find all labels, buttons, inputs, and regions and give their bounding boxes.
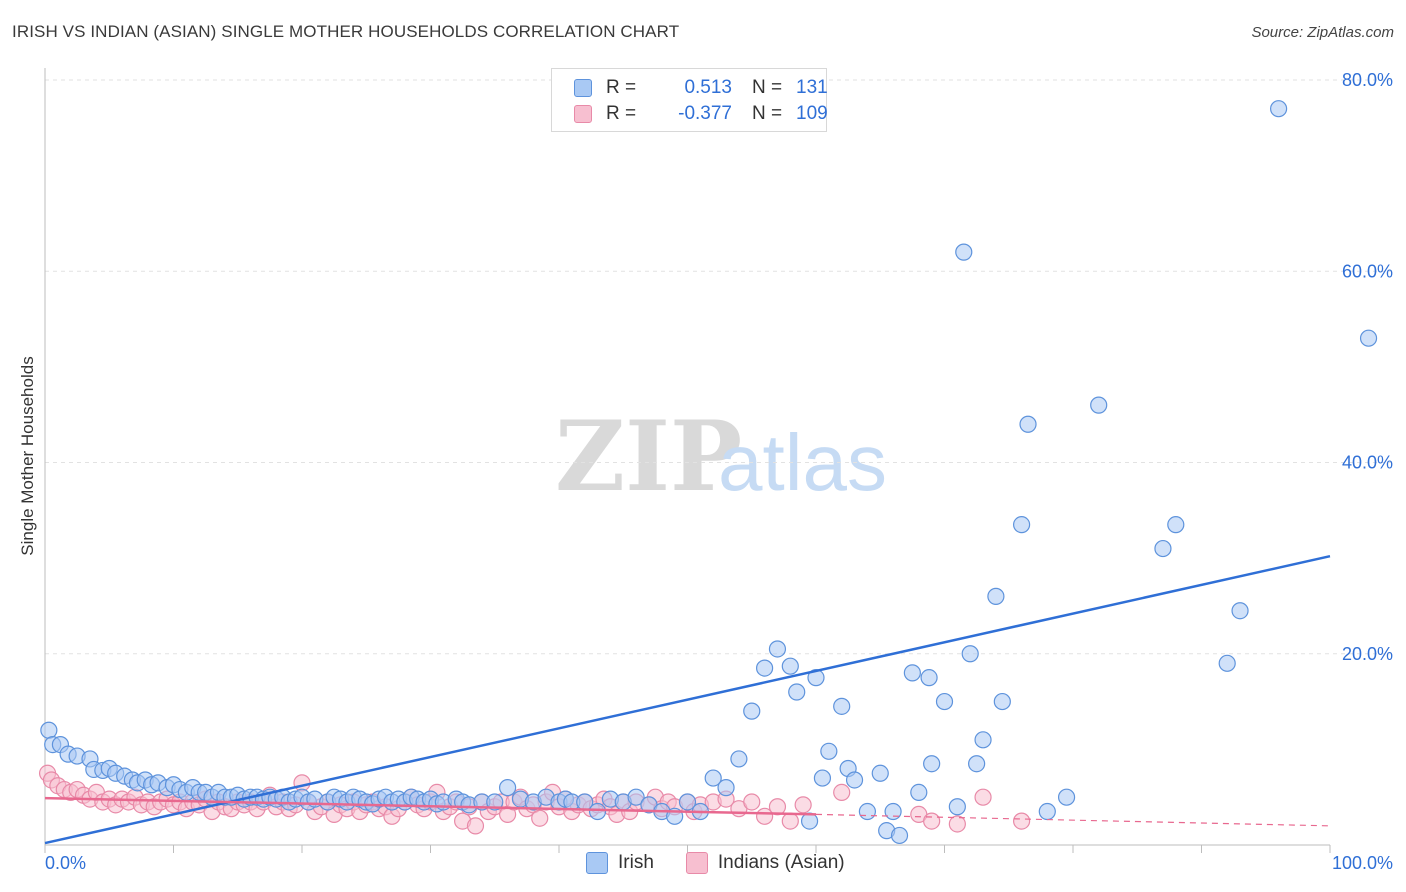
point-irish: [974, 731, 992, 749]
watermark-atlas: atlas: [718, 418, 887, 507]
point-irish: [948, 798, 966, 816]
point-irish: [1038, 802, 1056, 821]
point-irish: [627, 788, 645, 806]
legend-n-value-irish: 131: [796, 77, 828, 98]
point-irish: [499, 779, 517, 797]
point-irish: [987, 587, 1005, 605]
y-axis-label: Single Mother Households: [18, 356, 37, 556]
point-irish: [1218, 654, 1236, 672]
series-legend-indian[interactable]: Indians (Asian): [685, 852, 845, 874]
y-tick-label: 80.0%: [1342, 70, 1393, 90]
point-irish: [903, 664, 921, 682]
point-irish: [678, 793, 697, 811]
point-irish: [968, 755, 986, 773]
point-irish: [1012, 516, 1031, 534]
trendline-indian-extension: [815, 813, 1331, 827]
point-irish: [920, 669, 938, 687]
point-irish: [807, 669, 825, 687]
point-indian: [293, 774, 311, 792]
point-irish: [890, 826, 909, 845]
x-tick-label: 0.0%: [45, 853, 86, 873]
point-indian: [794, 796, 812, 814]
legend-n-value-indian: 109: [796, 103, 828, 124]
point-irish: [730, 750, 748, 768]
point-indian: [974, 788, 992, 806]
trendline-irish: [44, 554, 1331, 845]
point-irish: [1090, 396, 1108, 414]
point-irish: [768, 640, 787, 658]
series-legend-irish[interactable]: Irish: [586, 852, 654, 874]
point-irish: [910, 783, 928, 802]
point-indian: [948, 815, 966, 833]
trendline-indian: [44, 796, 817, 816]
point-irish: [781, 657, 799, 675]
legend-r-label: R =: [606, 77, 637, 98]
point-irish: [1057, 788, 1076, 806]
point-indian: [743, 793, 761, 811]
legend-swatch-indian: [574, 105, 592, 123]
point-irish: [717, 779, 735, 797]
point-indian: [923, 812, 941, 830]
legend-n-label: N =: [752, 77, 783, 98]
series-swatch-indian: [685, 852, 708, 874]
point-irish: [755, 659, 774, 677]
point-irish: [704, 769, 722, 787]
watermark-zip: ZIP: [555, 400, 742, 513]
point-irish: [858, 802, 877, 821]
chart-title: IRISH VS INDIAN (ASIAN) SINGLE MOTHER HO…: [12, 22, 680, 41]
point-irish: [1154, 539, 1172, 558]
point-irish: [955, 243, 973, 261]
series-label-indian: Indians (Asian): [717, 852, 845, 873]
series-swatch-irish: [586, 852, 608, 874]
legend-r-label: R =: [606, 103, 637, 124]
point-irish: [788, 683, 806, 701]
point-indian: [781, 812, 799, 830]
point-irish: [486, 793, 504, 811]
legend-swatch-irish: [574, 79, 592, 97]
point-indian: [833, 783, 851, 802]
point-irish: [1269, 100, 1288, 118]
y-tick-label: 20.0%: [1342, 644, 1393, 664]
point-irish: [993, 692, 1011, 711]
point-irish: [813, 769, 832, 787]
point-irish: [923, 755, 941, 773]
point-irish: [935, 692, 954, 711]
point-irish: [845, 771, 864, 789]
point-irish: [1231, 602, 1249, 620]
point-indian: [466, 817, 485, 835]
point-irish: [40, 721, 58, 739]
series-irish-points: [40, 100, 1378, 845]
legend-r-value-indian: -0.377: [678, 103, 732, 124]
legend-r-value-irish: 0.513: [684, 77, 732, 98]
point-irish: [961, 645, 979, 663]
legend-row-indian: R = -0.377 N = 109: [574, 102, 828, 126]
point-indian: [1012, 812, 1031, 830]
legend-n-label: N =: [752, 103, 783, 124]
point-indian: [531, 809, 549, 827]
series-legend: Irish Indians (Asian): [586, 852, 877, 874]
point-irish: [871, 764, 889, 782]
series-label-irish: Irish: [618, 852, 654, 873]
y-tick-label: 40.0%: [1342, 453, 1393, 473]
point-irish: [743, 702, 761, 720]
x-tick-label: 100.0%: [1332, 853, 1393, 873]
point-irish: [588, 802, 607, 821]
correlation-legend: R = 0.513 N = 131 R = -0.377 N = 109: [551, 68, 828, 132]
point-irish: [833, 697, 851, 715]
legend-row-irish: R = 0.513 N = 131: [574, 76, 828, 100]
point-irish: [820, 742, 838, 760]
point-irish: [1019, 415, 1037, 433]
source-credit: Source: ZipAtlas.com: [1251, 24, 1394, 41]
y-tick-label: 60.0%: [1342, 261, 1393, 281]
point-irish: [1359, 329, 1378, 347]
point-irish: [1167, 516, 1185, 534]
point-irish: [884, 802, 902, 821]
